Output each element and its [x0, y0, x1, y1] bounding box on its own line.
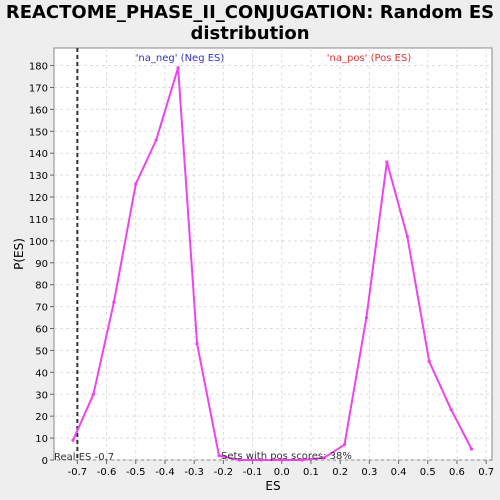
x-tick-label: -0.7	[68, 467, 88, 478]
y-tick-label: 100	[29, 237, 48, 248]
pos-scores-label: Sets with pos scores: 38%	[221, 451, 352, 462]
y-tick-label: 120	[29, 193, 48, 204]
x-tick-label: -0.2	[214, 467, 234, 478]
series-point	[154, 138, 158, 142]
y-tick-label: 170	[29, 83, 48, 94]
x-tick-label: 0.7	[478, 467, 494, 478]
series-point	[259, 458, 263, 462]
y-axis-title: P(ES)	[12, 238, 26, 270]
series-point	[364, 315, 369, 320]
y-tick-label: 160	[29, 105, 48, 116]
series-point	[322, 456, 326, 460]
series-point	[405, 234, 409, 239]
y-tick-label: 90	[35, 259, 48, 270]
x-axis-title: ES	[265, 479, 280, 493]
x-tick-label: 0.0	[274, 467, 290, 478]
grid	[54, 48, 492, 461]
x-tick-label: 0.2	[332, 467, 348, 478]
series-point	[385, 160, 389, 164]
x-tick-label: -0.1	[243, 467, 263, 478]
x-tick-label: 0.1	[303, 467, 319, 478]
x-tick-label: 0.5	[420, 467, 436, 478]
y-tick-label: 110	[29, 215, 48, 226]
series-point	[217, 454, 221, 458]
y-axis-ticks: 0 10 20 30 40 50 60 70 80 90 100 110 120 130 140 150 160…	[29, 62, 54, 467]
y-tick-label: 80	[35, 281, 48, 292]
y-tick-label: 50	[35, 346, 48, 357]
series-point	[112, 300, 116, 304]
x-axis-ticks: -0.7 -0.6 -0.5 -0.4 -0.3 -0.2 -0.1 0.0 0.1 0.2 0.3…	[68, 460, 494, 478]
y-tick-label: 130	[29, 171, 48, 182]
neg-es-label: 'na_neg' (Neg ES)	[136, 53, 225, 64]
series-point	[71, 438, 75, 442]
chart-title: REACTOME_PHASE_II_CONJUGATION: Random ES…	[0, 2, 500, 44]
y-tick-label: 30	[35, 390, 48, 401]
chart-title-line-2: distribution	[190, 23, 310, 44]
y-tick-label: 140	[29, 149, 48, 160]
y-tick-label: 60	[35, 325, 48, 336]
x-tick-label: 0.6	[449, 467, 465, 478]
chart-title-line-1: REACTOME_PHASE_II_CONJUGATION: Random ES	[5, 2, 495, 23]
x-tick-label: -0.6	[97, 467, 117, 478]
y-tick-label: 150	[29, 127, 48, 138]
y-tick-label: 10	[35, 434, 48, 445]
pos-es-label: 'na_pos' (Pos ES)	[327, 53, 412, 64]
plot-area	[53, 47, 493, 461]
series-point	[449, 407, 453, 412]
series-line	[72, 66, 473, 461]
series-point	[176, 66, 180, 70]
series-point	[280, 458, 284, 462]
series-point	[300, 458, 304, 462]
x-tick-label: -0.5	[126, 467, 146, 478]
y-tick-label: 70	[35, 303, 48, 314]
series-point	[237, 458, 242, 462]
series-point	[469, 447, 474, 451]
series-point	[342, 443, 347, 447]
x-tick-label: -0.4	[155, 467, 175, 478]
series-point	[91, 392, 96, 396]
x-tick-label: 0.4	[391, 467, 407, 478]
y-tick-label: 40	[35, 368, 48, 379]
y-tick-label: 0	[42, 456, 48, 467]
series-points	[71, 66, 474, 462]
series-point	[427, 359, 431, 363]
series-point	[134, 182, 138, 186]
x-tick-label: 0.3	[361, 467, 377, 478]
series-point	[195, 342, 199, 346]
y-tick-label: 20	[35, 412, 48, 423]
y-tick-label: 180	[29, 62, 48, 73]
x-tick-label: -0.3	[184, 467, 204, 478]
real-es-label: Real ES -0.7	[54, 452, 114, 463]
